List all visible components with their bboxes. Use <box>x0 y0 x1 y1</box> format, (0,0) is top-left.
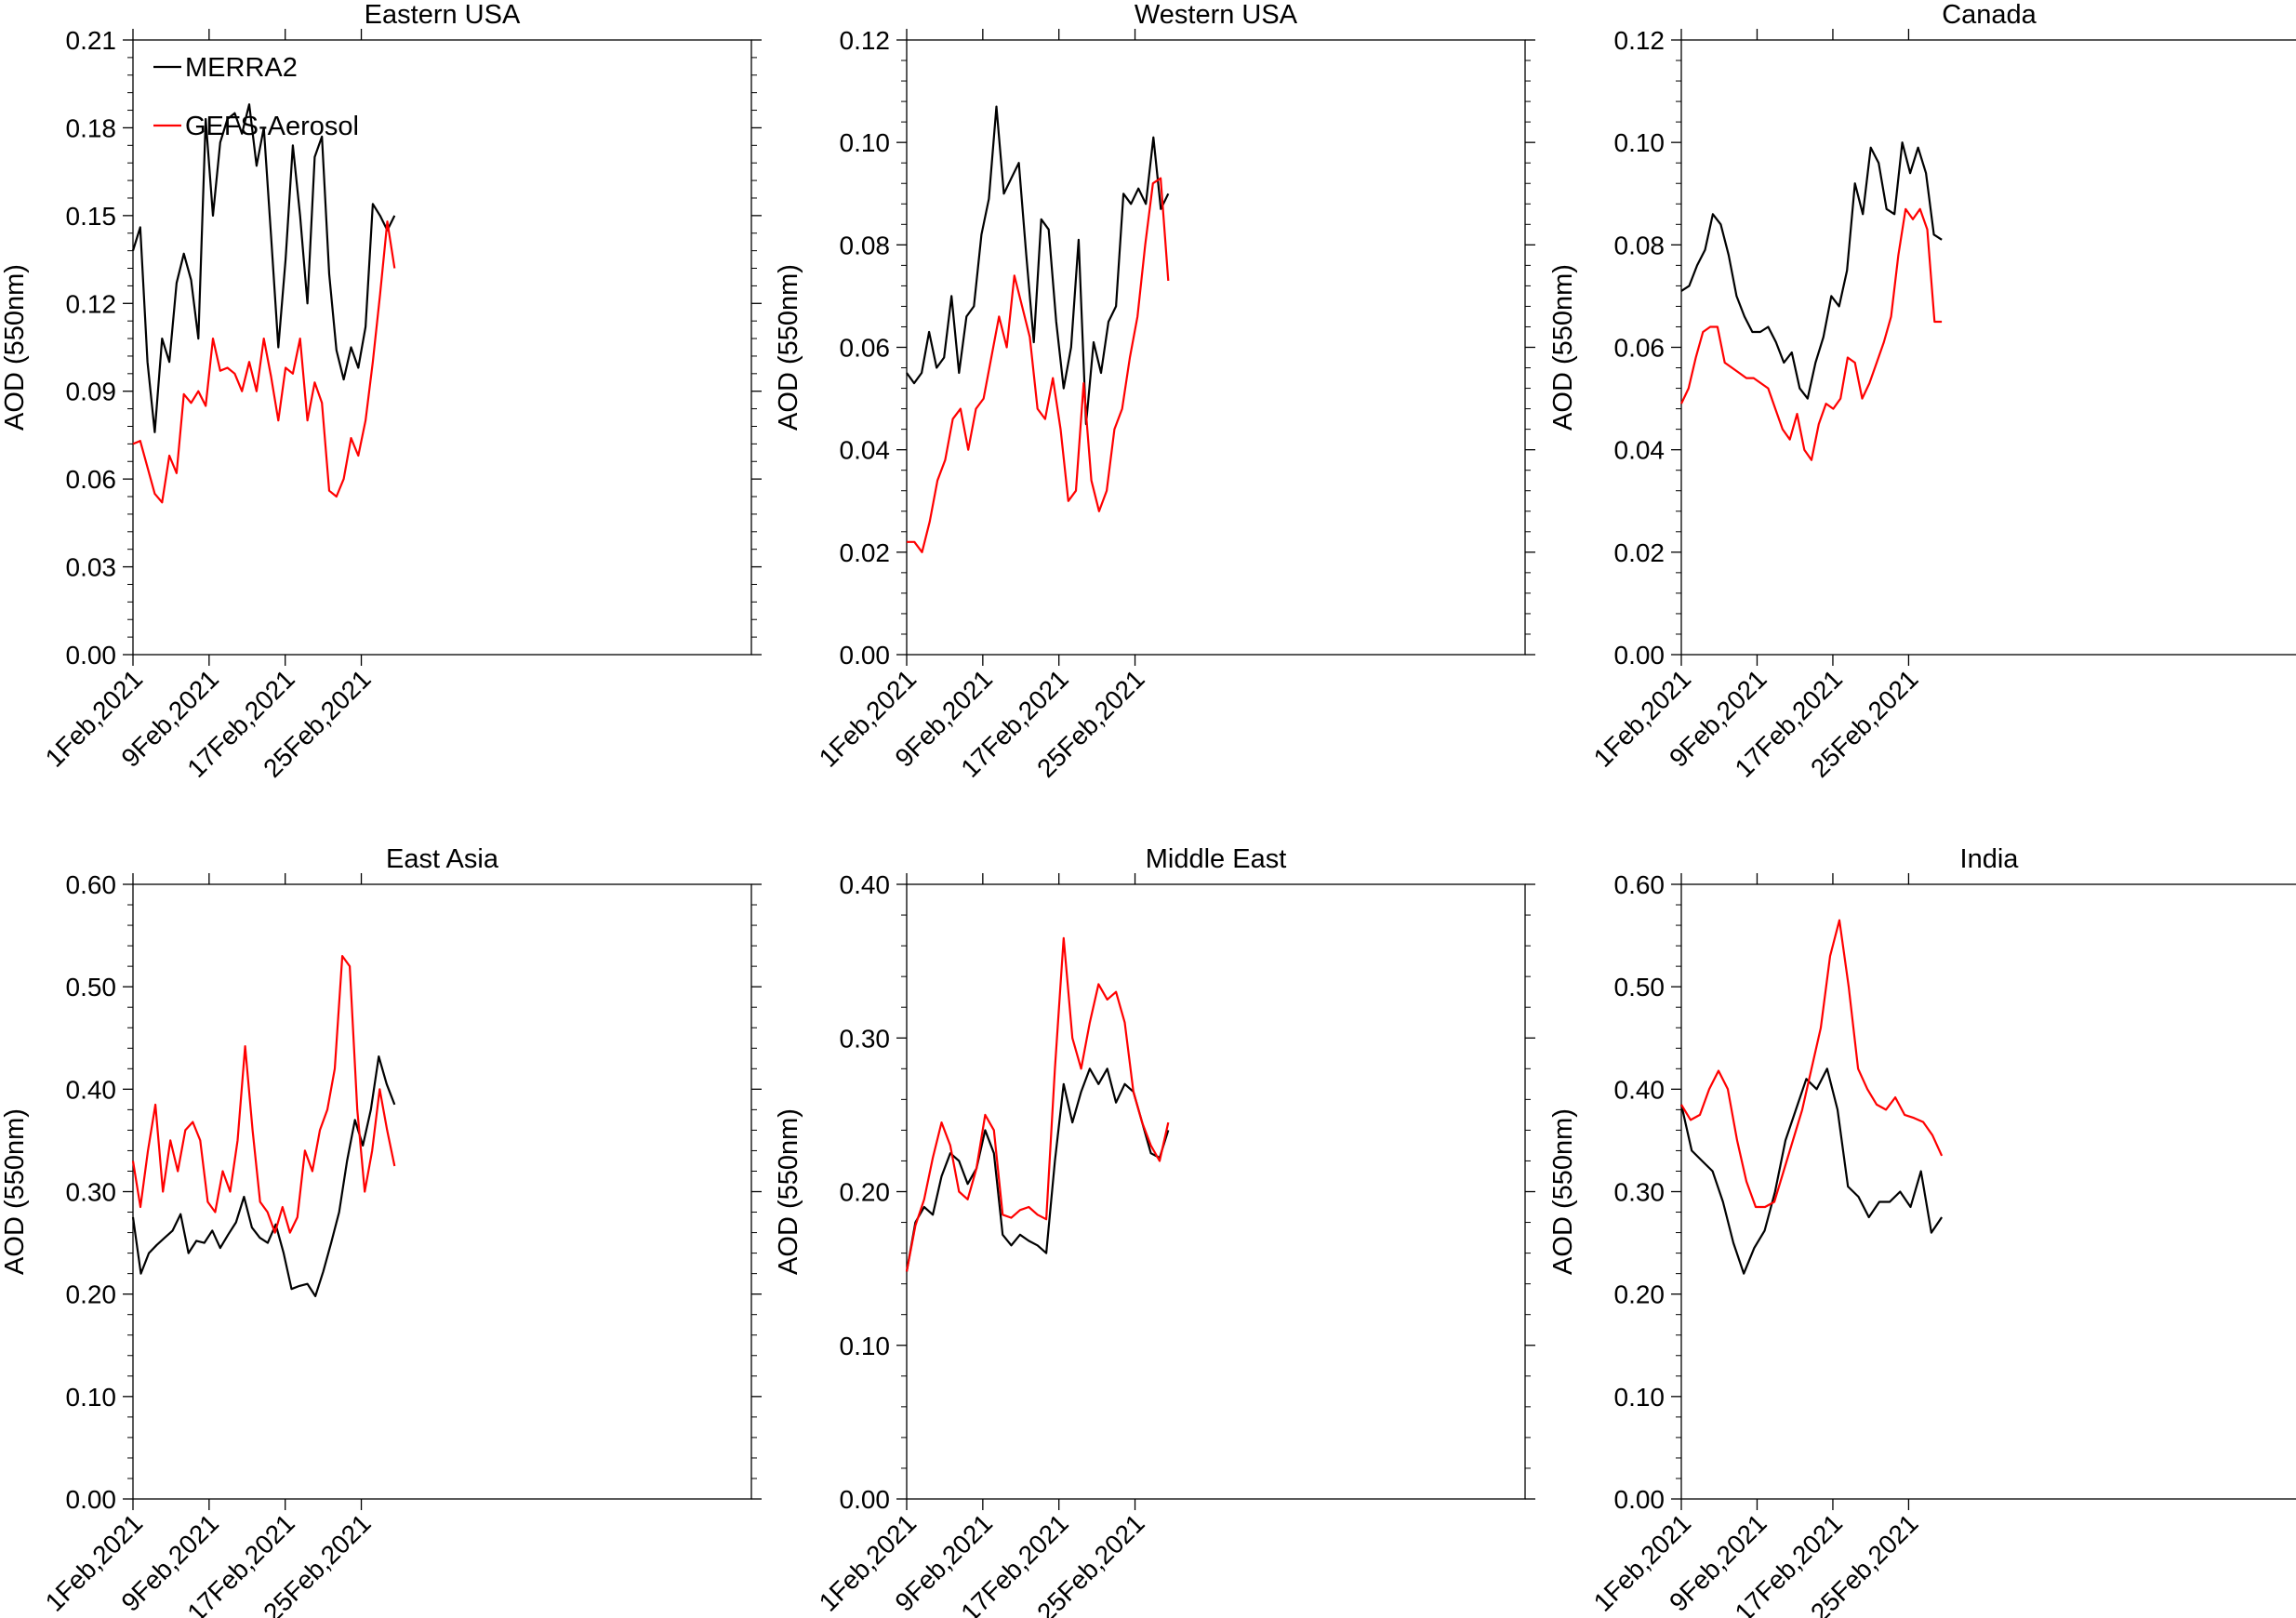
panel-western-usa-series-merra2 <box>906 105 1170 426</box>
panel-middle-east-series-merra2 <box>905 1068 1170 1272</box>
panel-canada: Canada AOD (550nm) 0.00 0.02 0.04 0.06 0.08 0.1… <box>1548 0 2296 783</box>
panel-east-asia-ytick-label: 0.10 <box>66 1383 117 1412</box>
panel-east-asia-ytick-label: 0.20 <box>66 1280 117 1309</box>
panel-western-usa-ytick-label: 0.10 <box>840 128 891 157</box>
panel-canada-ytick-label: 0.10 <box>1614 128 1666 157</box>
panel-western-usa-series-gefs-aerosol <box>907 177 1170 553</box>
panel-western-usa-ytick-label: 0.00 <box>840 641 891 670</box>
panel-india-ytick-label: 0.00 <box>1614 1485 1666 1514</box>
panel-east-asia-series-gefs-aerosol <box>131 954 396 1234</box>
panel-canada-frame <box>1680 39 2296 656</box>
panel-canada-ytick-label: 0.08 <box>1614 231 1666 259</box>
panel-western-usa-ytick-label: 0.12 <box>840 26 891 55</box>
panel-middle-east-ytick-label: 0.10 <box>840 1332 891 1360</box>
panel-western-usa-ytick-label: 0.02 <box>840 538 891 567</box>
panel-canada-series-gefs-aerosol <box>1680 207 1943 461</box>
panel-middle-east-ytick-label: 0.40 <box>840 870 891 899</box>
panel-india-series-gefs-aerosol <box>1680 919 1944 1209</box>
panel-india-ytick-label: 0.40 <box>1614 1075 1666 1104</box>
panel-eastern-usa-ytick-label: 0.03 <box>66 553 117 582</box>
panel-eastern-usa-ytick-label: 0.21 <box>66 26 117 55</box>
panel-india-ytick-label: 0.30 <box>1614 1178 1666 1207</box>
panel-eastern-usa-legend-label: GEFS-Aerosol <box>185 112 359 141</box>
panel-east-asia: East Asia AOD (550nm) 0.00 0.10 0.20 0.30 0.40… <box>0 844 762 1618</box>
panel-middle-east-ytick-label: 0.30 <box>840 1024 891 1053</box>
panel-eastern-usa: Eastern USA AOD (550nm) 0.00 0.03 0.06 0.09 0.… <box>0 0 762 783</box>
panel-western-usa-ylabel: AOD (550nm) <box>774 264 803 431</box>
panel-eastern-usa-ytick-label: 0.09 <box>66 378 117 406</box>
panel-eastern-usa-ytick-label: 0.06 <box>66 465 117 494</box>
panel-western-usa: Western USA AOD (550nm) 0.00 0.02 0.04 0.06 0.… <box>774 0 1535 783</box>
panel-india-series-merra2 <box>1679 1068 1944 1275</box>
panel-eastern-usa-ytick-label: 0.12 <box>66 289 117 318</box>
panel-eastern-usa-ytick-label: 0.00 <box>66 641 117 670</box>
panel-eastern-usa-frame <box>132 39 752 656</box>
panel-east-asia-ytick-label: 0.60 <box>66 870 117 899</box>
panel-eastern-usa-ytick-label: 0.15 <box>66 202 117 231</box>
panel-western-usa-title: Western USA <box>1135 0 1298 30</box>
panel-india-title: India <box>1960 844 2020 874</box>
panel-india-ylabel: AOD (550nm) <box>1548 1108 1578 1275</box>
panel-eastern-usa-title: Eastern USA <box>365 0 521 30</box>
panel-east-asia-series-merra2 <box>131 1054 396 1298</box>
panel-canada-ytick-label: 0.06 <box>1614 334 1666 363</box>
panel-east-asia-ytick-label: 0.50 <box>66 973 117 1001</box>
panel-canada-series-merra2 <box>1680 141 1943 400</box>
panel-middle-east-series-gefs-aerosol <box>905 936 1170 1272</box>
panel-east-asia-ytick-label: 0.00 <box>66 1485 117 1514</box>
panel-western-usa-ytick-label: 0.04 <box>840 436 891 465</box>
panel-western-usa-ytick-label: 0.06 <box>840 334 891 363</box>
panel-eastern-usa-series-gefs-aerosol <box>132 220 396 504</box>
panel-canada-ylabel: AOD (550nm) <box>1548 264 1578 431</box>
panel-eastern-usa-series-merra2 <box>131 103 396 433</box>
panel-canada-ytick-label: 0.02 <box>1614 538 1666 567</box>
panel-canada-ytick-label: 0.12 <box>1614 26 1666 55</box>
panel-india-ytick-label: 0.20 <box>1614 1280 1666 1309</box>
panel-east-asia-title: East Asia <box>386 844 499 874</box>
panel-india-ytick-label: 0.50 <box>1614 973 1666 1001</box>
panel-canada-ytick-label: 0.00 <box>1614 641 1666 670</box>
panel-india-frame <box>1680 883 2296 1500</box>
panel-canada-title: Canada <box>1942 0 2037 30</box>
panel-east-asia-ytick-label: 0.30 <box>66 1178 117 1207</box>
panel-india-ytick-label: 0.60 <box>1614 870 1666 899</box>
panel-middle-east-ytick-label: 0.20 <box>840 1178 891 1207</box>
panel-middle-east-ylabel: AOD (550nm) <box>774 1108 803 1275</box>
panel-india-ytick-label: 0.10 <box>1614 1383 1666 1412</box>
panel-eastern-usa-ylabel: AOD (550nm) <box>0 264 30 431</box>
panel-middle-east-ytick-label: 0.00 <box>840 1485 891 1514</box>
panel-east-asia-ylabel: AOD (550nm) <box>0 1108 30 1275</box>
panel-western-usa-ytick-label: 0.08 <box>840 231 891 259</box>
panel-east-asia-ytick-label: 0.40 <box>66 1075 117 1104</box>
panel-eastern-usa-legend-label: MERRA2 <box>185 53 298 83</box>
panel-canada-ytick-label: 0.04 <box>1614 436 1666 465</box>
panel-middle-east: Middle East AOD (550nm) 0.00 0.10 0.20 0.30 0.… <box>774 844 1535 1618</box>
panel-middle-east-title: Middle East <box>1146 844 1287 874</box>
panel-east-asia-frame <box>132 883 752 1500</box>
panel-eastern-usa-ytick-label: 0.18 <box>66 113 117 142</box>
panel-india: India AOD (550nm) 0.00 0.10 0.20 0.30 0.40 0.50… <box>1548 844 2296 1618</box>
